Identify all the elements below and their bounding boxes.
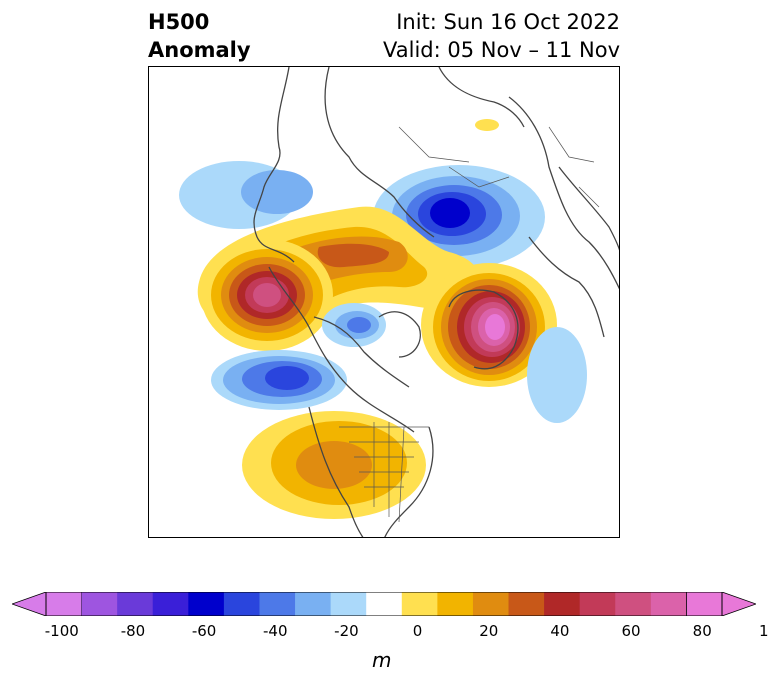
colorbar-tick-label: 40 [550,622,570,640]
colorbar-segment [117,592,154,616]
init-date: Init: Sun 16 Oct 2022 [396,10,620,34]
colorbar-segment [223,592,260,616]
colorbar-segment [152,592,189,616]
colorbar-segments [12,592,756,616]
colorbar-segment [579,592,616,616]
country-borders [339,126,600,523]
positive-anomaly-alaska [201,239,333,351]
title-block-left: H500 Anomaly [148,8,251,64]
colorbar [12,592,756,616]
colorbar-segment [472,592,510,616]
colorbar-segment [686,592,756,616]
negative-anomaly-atlantic [527,327,587,423]
colorbar-segment [12,592,82,616]
colorbar-segment [615,592,652,616]
colorbar-segment [259,592,296,616]
colorbar-segment [188,592,225,616]
colorbar-segment [81,592,118,616]
colorbar-segment [295,592,332,616]
colorbar-segment [544,592,581,616]
anomaly-map [148,66,620,538]
colorbar-segment [330,592,367,616]
valid-range: Valid: 05 Nov – 11 Nov [383,38,620,62]
colorbar-segment [437,592,474,616]
positive-anomaly-greenland [421,263,557,387]
map-canvas [149,67,619,537]
negative-anomaly-pacific [211,350,347,410]
colorbar-unit-label: m [372,648,392,672]
title-block-right: Init: Sun 16 Oct 2022 Valid: 05 Nov – 11… [383,8,620,64]
colorbar-tick-label: 100 [759,622,768,640]
colorbar-tick-label: -40 [263,622,288,640]
colorbar-tick-label: -100 [44,622,79,640]
colorbar-tick-label: 0 [412,622,423,640]
colorbar-tick-label: 80 [692,622,712,640]
colorbar-segment [650,592,687,616]
colorbar-ticks: -100 -80 -60 -40 -20 0 20 40 60 80 100 [0,622,768,644]
colorbar-segment [401,592,438,616]
coastlines [253,67,619,537]
colorbar-tick-label: 20 [479,622,499,640]
colorbar-tick-label: 60 [621,622,641,640]
field-title: H500 [148,10,210,34]
colorbar-tick-label: -60 [191,622,217,640]
colorbar-segment [508,592,545,616]
anomaly-shading [149,119,587,519]
field-subtitle: Anomaly [148,38,251,62]
negative-anomaly-siberia-west [179,161,313,229]
colorbar-tick-label: -80 [120,622,146,640]
positive-anomaly-east-asia [475,119,499,131]
colorbar-tick-label: -20 [334,622,359,640]
colorbar-segment [366,592,403,616]
